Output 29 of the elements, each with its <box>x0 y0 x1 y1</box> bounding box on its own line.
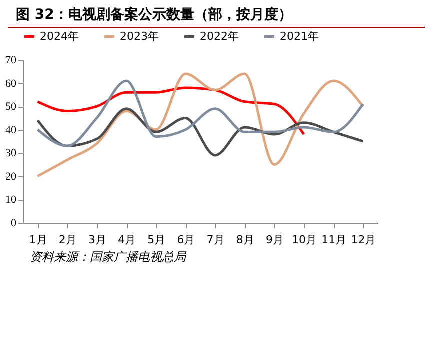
y-tick-label: 30 <box>6 148 17 160</box>
x-tick-label: 6月 <box>177 234 196 246</box>
line-series <box>36 72 364 178</box>
x-tick-label: 7月 <box>206 234 225 246</box>
y-tick-label: 50 <box>6 101 17 114</box>
x-tick-label: 12月 <box>351 234 376 246</box>
y-tick-label: 70 <box>6 54 17 66</box>
x-tick-label: 8月 <box>236 234 254 246</box>
x-tick-label: 4月 <box>118 234 136 246</box>
x-tick-label: 5月 <box>148 234 166 246</box>
line-series <box>36 80 364 148</box>
legend-label: 2023年 <box>120 30 159 43</box>
legend-label: 2022年 <box>200 30 239 43</box>
x-tick-label: 9月 <box>266 234 284 246</box>
legend-label: 2021年 <box>280 30 319 43</box>
x-tick-label: 11月 <box>322 234 347 246</box>
y-tick-label: 40 <box>6 124 17 136</box>
y-tick-label: 60 <box>6 78 17 90</box>
text: 资料来源：国家广播电视总局 <box>29 249 188 266</box>
chart-title: 图 32：电视剧备案公示数量（部，按月度） <box>8 0 425 28</box>
y-tick-label: 0 <box>11 218 17 230</box>
x-tick-label: 10月 <box>292 234 318 246</box>
y-tick-label: 20 <box>6 170 17 183</box>
legend-label: 2024年 <box>40 30 79 43</box>
x-tick-label: 1月 <box>29 234 48 246</box>
x-tick-label: 3月 <box>88 234 106 246</box>
y-tick-label: 10 <box>6 194 17 206</box>
x-tick-label: 2月 <box>58 234 77 246</box>
line-series <box>36 86 306 136</box>
